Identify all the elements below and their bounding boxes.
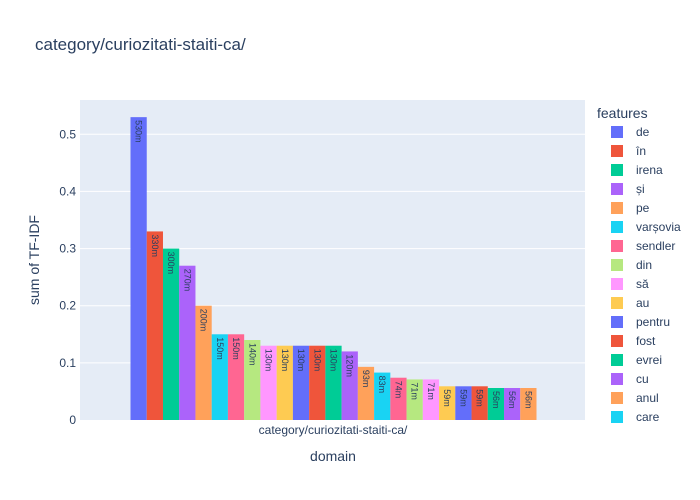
bar[interactable] xyxy=(195,305,212,420)
bar-label: 200m xyxy=(199,309,209,332)
legend-swatch[interactable] xyxy=(611,278,623,290)
y-tick-label: 0 xyxy=(69,413,76,427)
legend-swatch[interactable] xyxy=(611,259,623,271)
legend-swatch[interactable] xyxy=(611,354,623,366)
y-tick-label: 0.3 xyxy=(59,242,76,256)
bar-label: 330m xyxy=(150,234,160,257)
legend-swatch[interactable] xyxy=(611,221,623,233)
bar-label: 83m xyxy=(377,376,387,394)
bar-label: 93m xyxy=(361,370,371,388)
x-axis-title: domain xyxy=(310,448,356,464)
legend-label[interactable]: evrei xyxy=(636,353,662,367)
bar-label: 300m xyxy=(166,252,176,275)
bar-label: 140m xyxy=(247,343,257,366)
legend-swatch[interactable] xyxy=(611,126,623,138)
bar[interactable] xyxy=(487,388,505,420)
bar[interactable] xyxy=(260,345,277,420)
bar[interactable] xyxy=(179,265,196,420)
bar[interactable] xyxy=(292,345,310,420)
legend-swatch[interactable] xyxy=(611,183,623,195)
bar[interactable] xyxy=(374,372,391,420)
legend-label[interactable]: din xyxy=(636,258,652,272)
bar-label: 130m xyxy=(329,349,339,372)
legend-label[interactable]: și xyxy=(636,182,645,196)
bar[interactable] xyxy=(244,340,261,420)
bar[interactable] xyxy=(455,386,472,420)
bar[interactable] xyxy=(341,351,358,420)
legend-swatch[interactable] xyxy=(611,202,623,214)
bar-label: 56m xyxy=(491,391,501,409)
chart-title: category/curiozitati-staiti-ca/ xyxy=(35,35,246,54)
bar-label: 59m xyxy=(475,389,485,407)
bar[interactable] xyxy=(439,386,456,420)
legend-label[interactable]: care xyxy=(636,410,660,424)
bar[interactable] xyxy=(309,345,326,420)
bar-label: 530m xyxy=(134,120,144,143)
legend-label[interactable]: cu xyxy=(636,372,649,386)
bar-label: 59m xyxy=(442,389,452,407)
legend-label[interactable]: varșovia xyxy=(636,220,681,234)
x-tick-label: category/curiozitati-staiti-ca/ xyxy=(259,423,408,437)
bar[interactable] xyxy=(390,377,407,420)
bar-label: 120m xyxy=(345,354,355,377)
legend-swatch[interactable] xyxy=(611,392,623,404)
legend-label[interactable]: irena xyxy=(636,163,663,177)
bar-label: 59m xyxy=(458,389,468,407)
legend-label[interactable]: anul xyxy=(636,391,659,405)
legend-label[interactable]: au xyxy=(636,296,649,310)
legend-label[interactable]: pe xyxy=(636,201,650,215)
bar[interactable] xyxy=(406,379,423,420)
legend-swatch[interactable] xyxy=(611,297,623,309)
bar[interactable] xyxy=(357,366,375,420)
legend: features de în irena și pe varșovia sendler din… xyxy=(597,105,681,424)
bar[interactable] xyxy=(162,248,180,420)
bar-label: 71m xyxy=(410,382,420,400)
y-tick-label: 0.5 xyxy=(59,127,76,141)
bar-label: 71m xyxy=(426,382,436,400)
legend-swatch[interactable] xyxy=(611,373,623,385)
bar-label: 130m xyxy=(280,349,290,372)
bar-label: 130m xyxy=(264,349,274,372)
y-axis-title: sum of TF-IDF xyxy=(26,215,42,305)
legend-swatch[interactable] xyxy=(611,240,623,252)
legend-swatch[interactable] xyxy=(611,316,623,328)
legend-label[interactable]: fost xyxy=(636,334,656,348)
bar[interactable] xyxy=(227,334,245,420)
legend-title: features xyxy=(597,105,648,121)
bars xyxy=(130,117,537,421)
bar[interactable] xyxy=(146,231,163,420)
bar-label: 56m xyxy=(507,391,517,409)
bar-label: 130m xyxy=(312,349,322,372)
bar-label: 56m xyxy=(523,391,533,409)
bar[interactable] xyxy=(471,386,488,420)
legend-swatch[interactable] xyxy=(611,335,623,347)
bar[interactable] xyxy=(130,117,147,421)
legend-label[interactable]: pentru xyxy=(636,315,670,329)
bar[interactable] xyxy=(504,388,521,420)
bar-label: 270m xyxy=(182,269,192,292)
legend-label[interactable]: în xyxy=(635,144,646,158)
legend-swatch[interactable] xyxy=(611,164,623,176)
bar[interactable] xyxy=(211,334,228,420)
bar-labels: 530m 330m 300m 270m 200m 150m 150m 140m 130m 130m… xyxy=(134,120,534,408)
bar[interactable] xyxy=(520,388,537,420)
y-tick-label: 0.4 xyxy=(59,184,76,198)
y-tick-labels: 0 0.1 0.2 0.3 0.4 0.5 xyxy=(59,127,76,427)
bar-label: 150m xyxy=(215,337,225,360)
y-tick-label: 0.1 xyxy=(59,356,76,370)
y-tick-label: 0.2 xyxy=(59,299,76,313)
legend-swatch[interactable] xyxy=(611,145,623,157)
legend-label[interactable]: sendler xyxy=(636,239,675,253)
bar-label: 130m xyxy=(296,349,306,372)
bar-label: 150m xyxy=(231,337,241,360)
legend-label[interactable]: de xyxy=(636,125,650,139)
legend-swatch[interactable] xyxy=(611,411,623,423)
bar[interactable] xyxy=(325,345,342,420)
legend-label[interactable]: să xyxy=(636,277,649,291)
bar[interactable] xyxy=(422,379,440,420)
bar[interactable] xyxy=(276,345,293,420)
bar-label: 74m xyxy=(393,381,403,399)
